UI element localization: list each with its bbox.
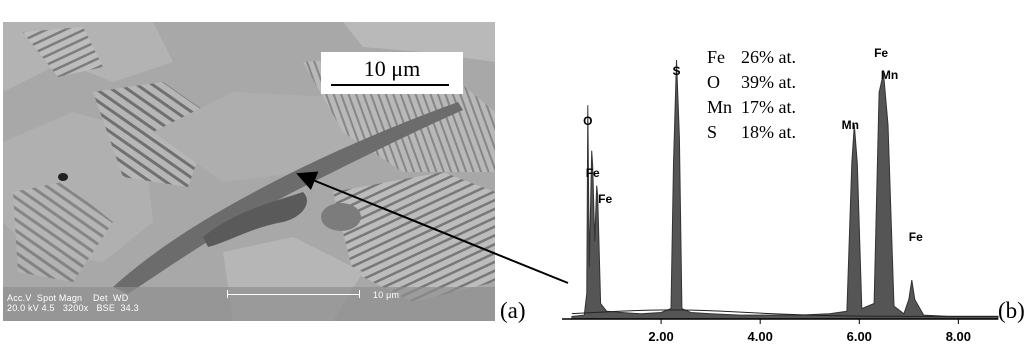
spectrum-trace [571,59,999,320]
spectrum-background [571,309,998,317]
composition-element: Fe [707,47,725,67]
composition-value: 18% at. [741,122,796,142]
composition-table: Fe 26% at. O 39% at. Mn 17% at. S 18% at. [707,45,796,145]
peak-label-fe: Fe [598,192,612,206]
peak-label-mn: Mn [881,68,898,82]
composition-row: S 18% at. [707,120,796,145]
scale-bar-line [331,84,449,86]
x-tick-label: 4.00 [748,329,773,344]
composition-value: 39% at. [741,72,796,92]
peak-label-o: O [583,114,592,128]
composition-value: 26% at. [741,47,796,67]
composition-element: O [707,72,720,92]
x-tick-label: 2.00 [648,329,673,344]
peak-label-fe: Fe [874,46,888,60]
bottom-scale-tick-left [227,290,228,298]
bottom-scale-bar [227,294,360,295]
peak-label-s: S [672,64,680,78]
composition-row: O 39% at. [707,70,796,95]
scale-bar-label: 10 μm [363,56,421,81]
bottom-scale-tick-right [359,290,360,298]
peak-label-fe: Fe [586,166,600,180]
scale-bar-box: 10 μm [321,52,463,94]
x-tick-label: 6.00 [847,329,872,344]
sem-info-headers: Acc.V Spot Magn Det WD [7,293,129,303]
composition-row: Fe 26% at. [707,45,796,70]
composition-row: Mn 17% at. [707,95,796,120]
composition-element: Mn [707,97,733,117]
sem-info-values: 20.0 kV 4.5 3200x BSE 34.3 [7,303,139,313]
peak-label-mn: Mn [842,118,859,132]
bottom-scale-label: 10 μm [373,290,400,300]
peak-label-fe: Fe [909,230,923,244]
panel-label-a: (a) [500,298,526,323]
composition-value: 17% at. [741,97,796,117]
panel-label-b: (b) [998,298,1025,323]
pointer-arrow [296,171,569,284]
x-tick-label: 8.00 [946,329,971,344]
composition-element: S [707,122,718,142]
